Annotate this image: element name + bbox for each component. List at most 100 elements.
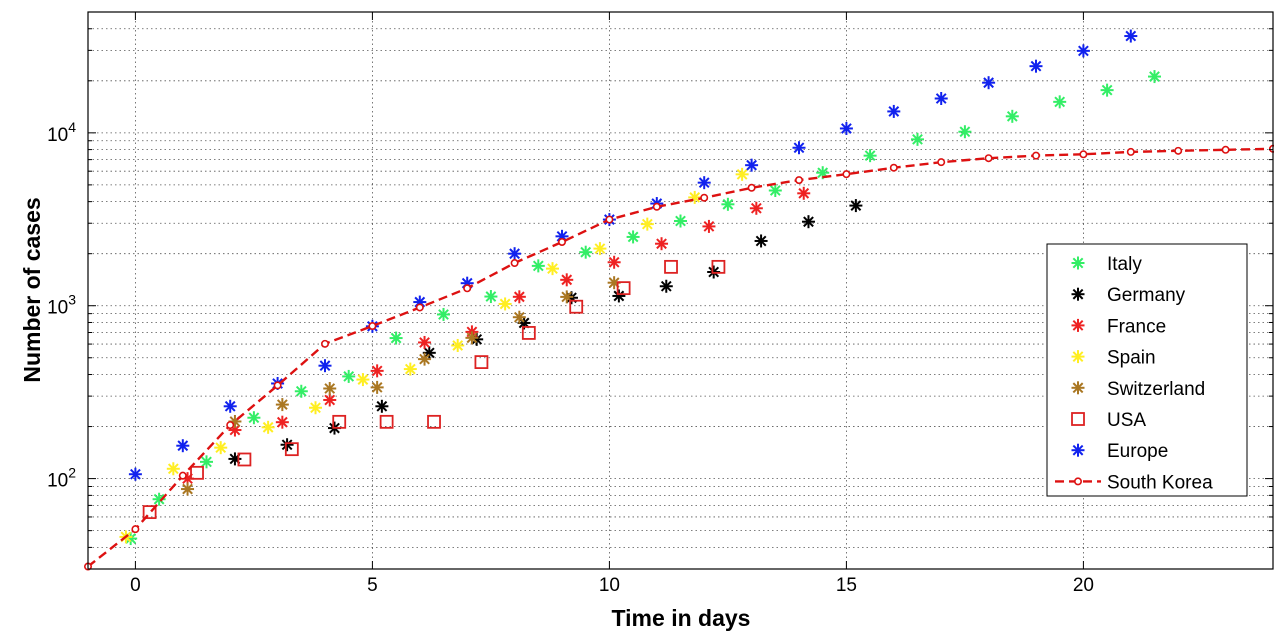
data-point	[1148, 70, 1161, 84]
data-point	[747, 183, 756, 192]
data-point	[768, 183, 782, 197]
data-point	[181, 482, 195, 496]
data-point	[356, 373, 370, 387]
data-point	[863, 149, 877, 163]
data-point	[370, 380, 384, 394]
series-0	[124, 70, 1161, 546]
data-point	[569, 299, 584, 314]
data-point	[415, 303, 424, 312]
data-point	[370, 364, 384, 378]
x-axis-title: Time in days	[612, 605, 751, 631]
data-point	[801, 215, 815, 229]
data-point	[451, 338, 465, 352]
x-tick-label: 5	[367, 575, 378, 596]
data-point	[616, 281, 631, 296]
series-layer	[84, 29, 1274, 571]
data-point	[389, 331, 403, 345]
data-point	[508, 247, 522, 261]
data-point	[889, 163, 898, 172]
legend-marker	[1071, 412, 1085, 426]
legend-marker	[1071, 318, 1085, 332]
data-point	[273, 381, 282, 390]
legend-label: Italy	[1107, 254, 1142, 275]
data-point	[626, 230, 640, 244]
legend-marker	[1071, 381, 1085, 395]
data-point	[200, 455, 213, 469]
data-point	[697, 176, 711, 190]
data-point	[484, 290, 498, 304]
data-point	[284, 442, 299, 457]
plot-frame	[87, 11, 1274, 570]
data-point	[1100, 83, 1114, 97]
series-5	[142, 259, 726, 520]
legend-marker	[1071, 350, 1085, 364]
data-point	[214, 441, 228, 455]
data-point	[937, 158, 946, 167]
data-point	[275, 415, 289, 429]
data-point	[510, 259, 519, 268]
data-point	[309, 401, 323, 415]
data-point	[700, 193, 709, 202]
data-point	[560, 273, 574, 287]
data-point	[1032, 151, 1041, 160]
data-point	[1174, 146, 1183, 155]
data-point	[379, 414, 394, 429]
data-point	[342, 369, 356, 383]
data-point	[794, 176, 803, 185]
data-point	[1053, 95, 1067, 109]
series-3	[119, 167, 749, 544]
legend-label: USA	[1107, 410, 1146, 431]
data-point	[178, 471, 187, 480]
data-point	[465, 331, 479, 345]
data-point	[152, 492, 166, 506]
data-point	[655, 237, 669, 251]
legend-marker	[1071, 287, 1085, 301]
legend-marker	[1071, 443, 1085, 457]
data-point	[368, 322, 377, 331]
y-tick-label: 103	[47, 292, 76, 319]
data-point	[512, 290, 526, 304]
x-tick-label: 10	[599, 575, 620, 596]
data-point	[332, 414, 347, 429]
data-point	[659, 279, 673, 293]
data-point	[280, 438, 294, 452]
data-point	[605, 215, 614, 224]
data-point	[237, 452, 252, 467]
data-point	[839, 121, 853, 135]
data-point	[474, 355, 489, 369]
data-point	[735, 167, 749, 181]
data-point	[749, 201, 763, 215]
data-point	[418, 335, 432, 349]
data-point	[887, 104, 901, 118]
legend-marker	[1071, 256, 1085, 270]
data-point	[702, 219, 716, 233]
data-point	[842, 170, 851, 179]
data-point	[593, 242, 607, 256]
data-point	[403, 362, 417, 376]
data-point	[982, 76, 996, 90]
data-point	[190, 465, 204, 480]
data-point	[664, 259, 678, 274]
data-point	[463, 284, 472, 293]
legend-label: France	[1107, 316, 1166, 337]
data-point	[498, 297, 512, 311]
data-point	[652, 202, 661, 211]
data-point	[1029, 59, 1043, 73]
data-point	[612, 289, 626, 303]
data-point	[166, 462, 180, 476]
y-ticks: 102 103 104	[47, 28, 1273, 548]
data-point	[674, 214, 687, 228]
data-point	[437, 307, 450, 321]
data-point	[546, 262, 560, 276]
data-point	[261, 420, 275, 434]
data-point	[754, 234, 768, 248]
data-point	[418, 352, 432, 366]
x-tick-label: 20	[1073, 575, 1094, 596]
data-point	[323, 382, 337, 396]
data-point	[521, 326, 536, 340]
legend-label: Germany	[1107, 285, 1186, 306]
series-7	[84, 144, 1274, 571]
data-point	[934, 91, 948, 105]
data-point	[223, 399, 237, 413]
